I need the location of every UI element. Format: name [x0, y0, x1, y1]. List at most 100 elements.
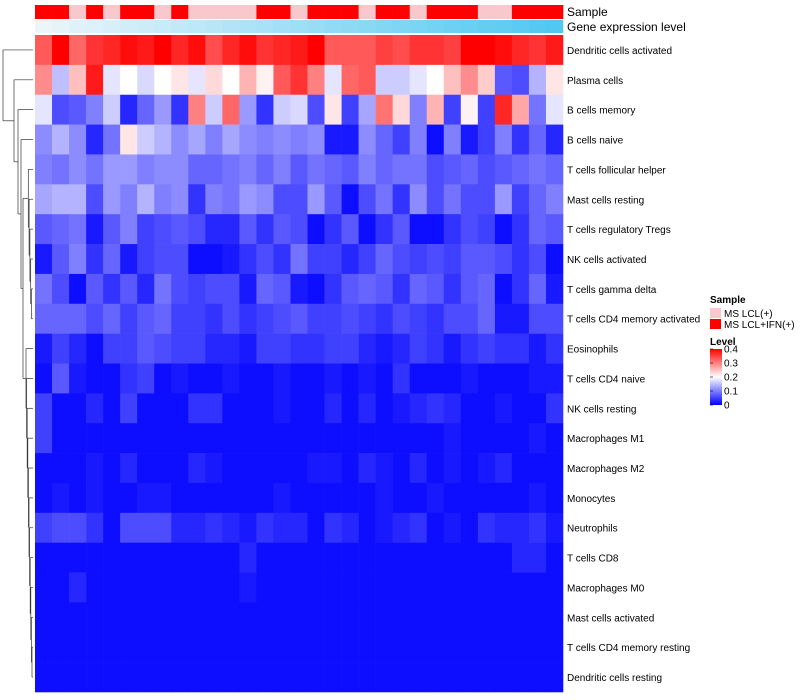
heatmap-cell: [528, 393, 547, 424]
heatmap-cell: [35, 632, 53, 663]
level-tick-label: 0.3: [724, 359, 738, 370]
heatmap-cell: [477, 184, 496, 215]
heatmap-cell: [409, 244, 428, 275]
heatmap-cell: [409, 154, 428, 185]
sample-track-cell: [222, 5, 240, 19]
heatmap-cell: [477, 154, 496, 185]
heatmap-cell: [409, 662, 428, 693]
heatmap-cell: [239, 363, 257, 394]
heatmap-cell: [545, 154, 564, 185]
heatmap-cell: [103, 273, 121, 305]
heatmap-cell: [188, 64, 206, 96]
heatmap-cell: [341, 363, 359, 394]
heatmap-cell: [460, 184, 479, 215]
heatmap-cell: [120, 542, 138, 573]
heatmap-cell: [222, 512, 240, 543]
heatmap-cell: [307, 333, 325, 364]
heatmap-cell: [188, 542, 206, 573]
heatmap-cell: [341, 214, 359, 245]
heatmap-cell: [290, 423, 308, 454]
heatmap-cell: [511, 363, 530, 394]
heatmap-cell: [86, 333, 104, 364]
heatmap-cell: [205, 333, 223, 364]
heatmap-cell: [256, 393, 274, 424]
heatmap-cell: [375, 303, 393, 334]
heatmap-cell: [375, 94, 393, 125]
heatmap-cell: [426, 64, 445, 96]
heatmap-cell: [69, 572, 87, 603]
heatmap-cell: [290, 333, 308, 364]
heatmap-cell: [205, 453, 223, 484]
heatmap-cell: [154, 662, 172, 693]
heatmap-cell: [239, 423, 257, 454]
heatmap-cell: [35, 124, 53, 155]
heatmap-cell: [494, 124, 513, 155]
heatmap-cell: [528, 214, 547, 245]
heatmap-cell: [460, 482, 479, 514]
heatmap-cell: [528, 184, 547, 215]
heatmap-cell: [103, 154, 121, 185]
heatmap-cell: [239, 94, 257, 125]
heatmap-cell: [35, 154, 53, 185]
heatmap-cell: [273, 393, 291, 424]
heatmap-cell: [290, 602, 308, 633]
heatmap-cell: [69, 214, 87, 245]
sample-track-cell: [205, 5, 223, 19]
heatmap-cell: [307, 184, 325, 215]
heatmap-cell: [154, 124, 172, 155]
row-label: T cells CD8: [567, 554, 619, 565]
heatmap-cell: [460, 35, 479, 66]
heatmap-cell: [477, 35, 496, 66]
heatmap-cell: [528, 632, 547, 663]
heatmap-cell: [307, 393, 325, 424]
heatmap-cell: [69, 662, 87, 693]
heatmap-cell: [545, 393, 564, 424]
heatmap-cell: [69, 94, 87, 125]
heatmap-cell: [477, 632, 496, 663]
heatmap-cell: [239, 124, 257, 155]
heatmap-cell: [358, 124, 376, 155]
heatmap-cell: [103, 35, 121, 66]
heatmap-cell: [528, 602, 547, 633]
heatmap-cell: [205, 423, 223, 454]
heatmap-cell: [35, 273, 53, 305]
heatmap-cell: [358, 214, 376, 245]
heatmap-cell: [154, 512, 172, 543]
heatmap-cell: [392, 94, 411, 125]
heatmap-cell: [52, 423, 70, 454]
heatmap-cell: [256, 35, 274, 66]
heatmap-cell: [443, 363, 462, 394]
heatmap-cell: [477, 303, 496, 334]
heatmap-cell: [392, 184, 411, 215]
heatmap-cell: [341, 94, 359, 125]
row-label: Neutrophils: [567, 524, 618, 535]
heatmap-cell: [205, 303, 223, 334]
heatmap-cell: [35, 333, 53, 364]
heatmap-cell: [86, 572, 104, 603]
heatmap-cell: [324, 512, 342, 543]
heatmap-cell: [426, 662, 445, 693]
heatmap-cell: [52, 393, 70, 424]
heatmap-cell: [528, 94, 547, 125]
heatmap-cell: [256, 512, 274, 543]
heatmap-cell: [426, 273, 445, 305]
heatmap-cell: [222, 632, 240, 663]
heatmap-cell: [154, 632, 172, 663]
heatmap-cell: [120, 35, 138, 66]
heatmap-cell: [273, 94, 291, 125]
gene-expression-track-cell: [69, 20, 87, 33]
heatmap-cell: [188, 35, 206, 66]
heatmap-cell: [341, 542, 359, 573]
heatmap-cell: [256, 363, 274, 394]
heatmap-cell: [205, 632, 223, 663]
heatmap-cell: [477, 602, 496, 633]
heatmap-cell: [86, 602, 104, 633]
heatmap-cell: [460, 423, 479, 454]
heatmap-cell: [120, 662, 138, 693]
heatmap-cell: [324, 662, 342, 693]
heatmap-cell: [409, 333, 428, 364]
heatmap-cell: [511, 94, 530, 125]
heatmap-cell: [477, 244, 496, 275]
heatmap-cell: [222, 214, 240, 245]
heatmap-cell: [426, 333, 445, 364]
